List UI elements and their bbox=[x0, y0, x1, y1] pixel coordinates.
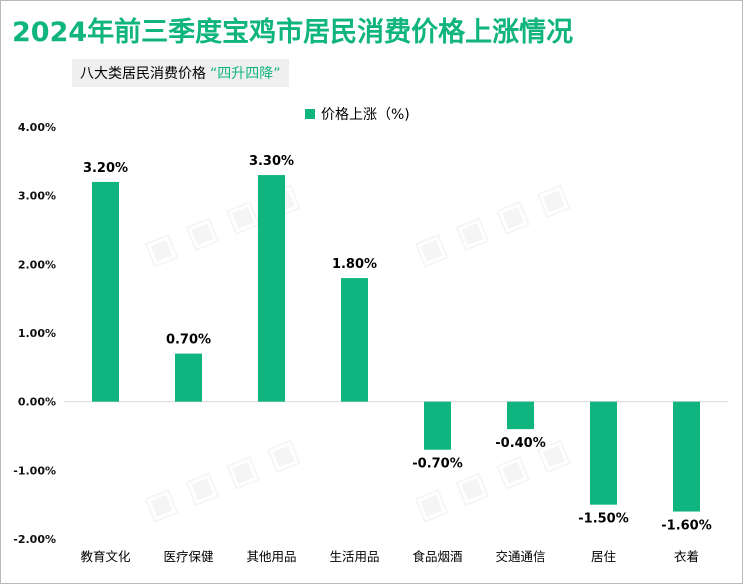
data-label: 3.30% bbox=[249, 154, 294, 169]
x-tick-label: 食品烟酒 bbox=[412, 549, 462, 564]
subtitle-box: 八大类居民消费价格 “四升四降” bbox=[72, 59, 289, 87]
data-label: -0.70% bbox=[412, 457, 463, 472]
x-tick-label: 交通通信 bbox=[495, 549, 545, 564]
y-tick-label: 4.00% bbox=[18, 121, 56, 134]
data-label: 0.70% bbox=[166, 333, 211, 348]
y-axis: 4.00% 3.00% 2.00% 1.00% 0.00% -1.00% -2.00% bbox=[13, 121, 56, 546]
bar bbox=[424, 401, 451, 450]
data-label: -1.60% bbox=[661, 519, 712, 534]
x-axis-labels: 教育文化 医疗保健 其他用品 生活用品 食品烟酒 交通通信 居住 衣着 bbox=[80, 549, 699, 564]
subtitle-highlight: “四升四降” bbox=[210, 66, 281, 82]
x-tick-label: 居住 bbox=[591, 549, 617, 564]
x-tick-label: 生活用品 bbox=[329, 549, 379, 564]
bar bbox=[590, 401, 617, 505]
data-label: 1.80% bbox=[332, 257, 377, 272]
x-tick-label: 衣着 bbox=[674, 549, 699, 564]
data-label: -1.50% bbox=[578, 512, 629, 527]
x-tick-label: 医疗保健 bbox=[163, 549, 214, 564]
chart-title: 2024年前三季度宝鸡市居民消费价格上涨情况 bbox=[12, 17, 574, 48]
data-label: 3.20% bbox=[83, 161, 128, 176]
x-tick-label: 其他用品 bbox=[246, 549, 296, 564]
y-tick-label: -1.00% bbox=[13, 464, 56, 477]
bar bbox=[175, 353, 202, 402]
bar bbox=[341, 278, 368, 402]
y-tick-label: 1.00% bbox=[18, 327, 56, 340]
subtitle-text: 八大类居民消费价格 bbox=[80, 66, 206, 82]
bar bbox=[92, 181, 119, 402]
y-tick-label: 0.00% bbox=[18, 396, 56, 409]
watermark-mark: ▣ ▣ ▣ ▣ bbox=[138, 430, 305, 529]
bar bbox=[258, 175, 285, 402]
data-label: -0.40% bbox=[495, 436, 546, 451]
y-tick-label: 3.00% bbox=[18, 190, 56, 203]
watermark-mark: ▣ ▣ ▣ ▣ bbox=[408, 175, 575, 274]
bar bbox=[673, 401, 700, 512]
bar bbox=[507, 401, 534, 430]
legend-swatch bbox=[305, 109, 315, 119]
legend-label: 价格上涨（%) bbox=[321, 107, 410, 123]
value-labels: 3.20% 0.70% 3.30% 1.80% -0.70% -0.40% -1.50% -1… bbox=[83, 154, 712, 533]
y-tick-label: 2.00% bbox=[18, 258, 56, 271]
x-tick-label: 教育文化 bbox=[80, 549, 131, 564]
bars bbox=[92, 175, 700, 512]
legend: 价格上涨（%) bbox=[305, 107, 410, 123]
y-tick-label: -2.00% bbox=[13, 533, 56, 546]
